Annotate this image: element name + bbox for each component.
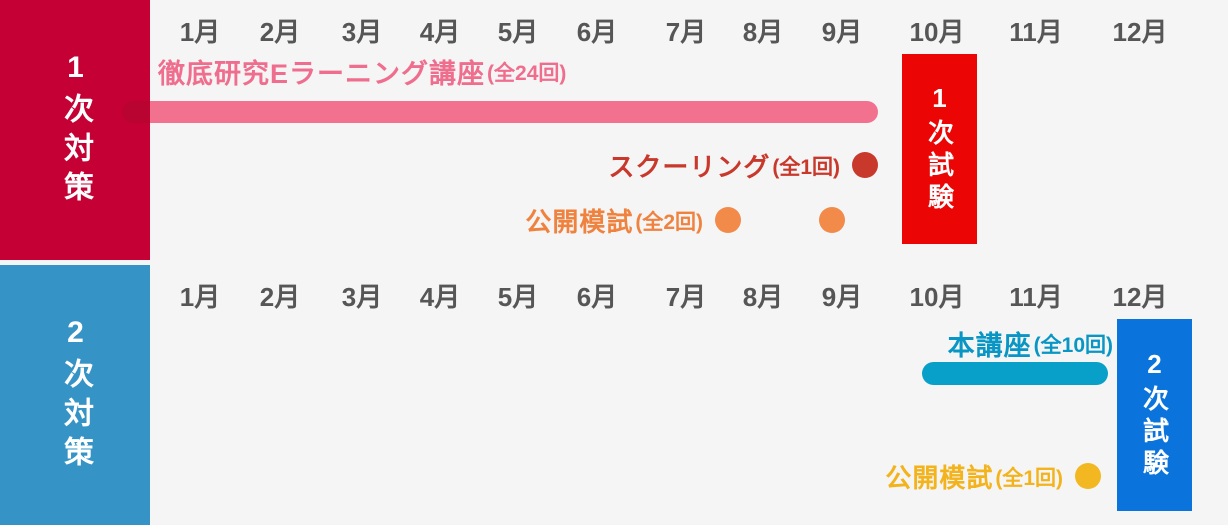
event-dot [715, 207, 741, 233]
month-label-row2-9月: 9月 [821, 282, 863, 312]
exam-box-2: 2次試験 [1117, 319, 1192, 511]
exam-box-2-label: 2次試験 [1139, 349, 1170, 481]
event-dot [819, 207, 845, 233]
month-label-row2-1月: 1月 [179, 282, 221, 312]
event-label-1-1: スクーリング (全1回) [608, 148, 840, 182]
month-label-row1-9月: 9月 [821, 17, 863, 47]
month-label-row1-2月: 2月 [259, 17, 301, 47]
event-dot [1075, 463, 1101, 489]
month-label-row1-1月: 1月 [179, 17, 221, 47]
month-label-row2-4月: 4月 [419, 282, 461, 312]
event-1-2-name: 公開模試 [525, 206, 634, 237]
month-label-row1-10月: 10月 [909, 17, 965, 47]
course-1-name: 徹底研究Eラーニング講座 [158, 58, 486, 89]
event-2-1-name: 公開模試 [885, 462, 994, 493]
sidebar-primary-prep: 1次対策 [0, 0, 150, 260]
month-label-row1-7月: 7月 [665, 17, 707, 47]
course-2-count: (全10回) [1033, 334, 1113, 357]
event-label-1-2: 公開模試 (全2回) [525, 203, 703, 237]
month-label-row1-3月: 3月 [341, 17, 383, 47]
event-1-1-name: スクーリング [608, 151, 771, 182]
month-label-row2-10月: 10月 [909, 282, 965, 312]
sidebar-primary-prep-label: 1次対策 [59, 50, 92, 210]
month-label-row1-6月: 6月 [576, 17, 618, 47]
course-bar-1 [122, 101, 878, 123]
course-label-1: 徹底研究Eラーニング講座 (全24回) [158, 54, 567, 89]
month-label-row1-8月: 8月 [742, 17, 784, 47]
month-label-row1-11月: 11月 [1009, 17, 1063, 47]
event-dot [852, 152, 878, 178]
event-1-1-count: (全1回) [772, 156, 840, 179]
course-1-count: (全24回) [487, 62, 567, 85]
course-2-name: 本講座 [947, 330, 1032, 361]
event-label-2-1: 公開模試 (全1回) [885, 459, 1063, 493]
month-label-row2-7月: 7月 [665, 282, 707, 312]
course-bar-2 [922, 362, 1108, 385]
event-2-1-count: (全1回) [995, 467, 1063, 490]
exam-box-1: 1次試験 [902, 54, 977, 244]
month-label-row2-3月: 3月 [341, 282, 383, 312]
month-label-row1-12月: 12月 [1112, 17, 1168, 47]
month-label-row2-2月: 2月 [259, 282, 301, 312]
month-label-row1-5月: 5月 [497, 17, 539, 47]
month-label-row2-12月: 12月 [1112, 282, 1168, 312]
sidebar-secondary-prep: 2次対策 [0, 265, 150, 525]
exam-box-1-label: 1次試験 [924, 83, 955, 215]
month-label-row2-11月: 11月 [1009, 282, 1063, 312]
month-label-row2-8月: 8月 [742, 282, 784, 312]
month-label-row2-6月: 6月 [576, 282, 618, 312]
event-1-2-count: (全2回) [635, 211, 703, 234]
month-label-row2-5月: 5月 [497, 282, 539, 312]
sidebar-secondary-prep-label: 2次対策 [59, 315, 92, 475]
course-label-2: 本講座 (全10回) [947, 326, 1113, 361]
month-label-row1-4月: 4月 [419, 17, 461, 47]
